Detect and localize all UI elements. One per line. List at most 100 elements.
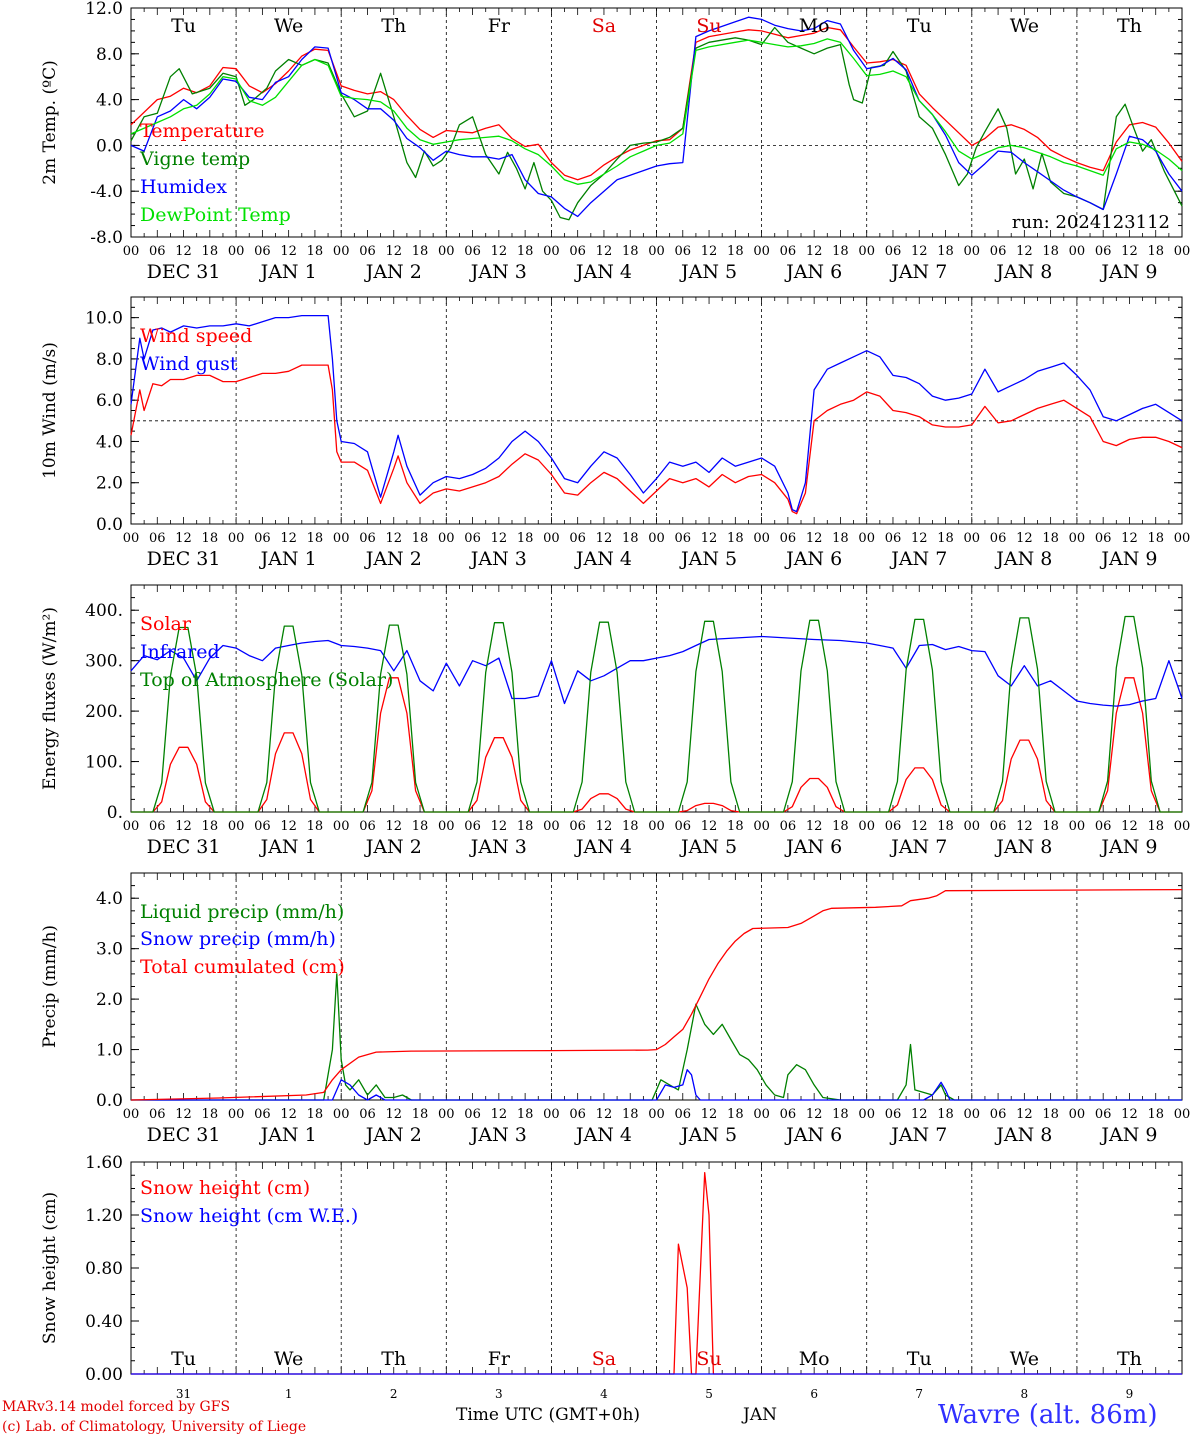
- y-tick-label: 1.60: [85, 1153, 123, 1173]
- y-tick-label: 100.: [85, 753, 123, 773]
- hour-tick-label: 18: [1042, 819, 1059, 834]
- series-liquid-precip-mm-h-: [131, 973, 1182, 1101]
- hour-tick-label: 12: [175, 531, 192, 546]
- series-wind-gust: [130, 314, 1183, 513]
- hour-tick-label: 06: [359, 1107, 376, 1122]
- day-label: JAN 6: [784, 1124, 842, 1146]
- hour-tick-label: 06: [675, 531, 692, 546]
- hour-tick-label: 12: [806, 1107, 823, 1122]
- day-label: JAN 4: [574, 548, 632, 570]
- day-label: JAN 8: [994, 548, 1052, 570]
- y-tick-label: 3.0: [96, 940, 123, 960]
- bottom-day-number: 1: [285, 1387, 293, 1401]
- legend-entry: Liquid precip (mm/h): [140, 901, 344, 923]
- weekday-label: Fr: [488, 1348, 511, 1370]
- hour-tick-label: 12: [385, 819, 402, 834]
- hour-tick-label: 00: [858, 819, 875, 834]
- day-label: JAN 9: [1099, 261, 1157, 283]
- weekday-label: Sa: [592, 1348, 616, 1370]
- hour-tick-label: 12: [280, 244, 297, 259]
- day-label: JAN 2: [364, 1124, 422, 1146]
- hour-tick-label: 18: [937, 1107, 954, 1122]
- day-label: DEC 31: [147, 1124, 221, 1146]
- hour-tick-label: 12: [175, 244, 192, 259]
- bottom-day-number: 5: [705, 1387, 713, 1401]
- y-tick-label: 8.0: [96, 45, 123, 65]
- day-label: JAN 5: [679, 548, 737, 570]
- hour-tick-label: 06: [885, 819, 902, 834]
- hour-tick-label: 18: [727, 531, 744, 546]
- weekday-label: Tu: [907, 1348, 932, 1370]
- hour-tick-label: 18: [1147, 1107, 1164, 1122]
- hour-tick-label: 18: [1042, 1107, 1059, 1122]
- day-label: JAN 8: [994, 1124, 1052, 1146]
- hour-tick-label: 00: [438, 819, 455, 834]
- hour-tick-label: 06: [359, 531, 376, 546]
- hour-tick-label: 18: [1147, 819, 1164, 834]
- day-label: JAN 6: [784, 261, 842, 283]
- hour-tick-label: 12: [491, 1107, 508, 1122]
- bottom-day-number: 8: [1021, 1387, 1029, 1401]
- legend-entry: Total cumulated (cm): [140, 956, 345, 978]
- hour-tick-label: 12: [596, 1107, 613, 1122]
- y-tick-label: 12.0: [85, 0, 123, 19]
- hour-tick-label: 06: [780, 1107, 797, 1122]
- weekday-label: We: [274, 1348, 303, 1370]
- series-infrared: [130, 635, 1183, 707]
- hour-tick-label: 06: [569, 244, 586, 259]
- hour-tick-label: 00: [1069, 244, 1086, 259]
- hour-tick-label: 18: [937, 819, 954, 834]
- hour-tick-label: 06: [149, 1107, 166, 1122]
- y-axis-title: 10m Wind (m/s): [40, 342, 60, 479]
- legend-entry: Wind gust: [140, 353, 238, 375]
- day-label: JAN 8: [994, 836, 1052, 858]
- y-tick-label: 2.0: [96, 474, 123, 494]
- series-humidex: [130, 16, 1183, 218]
- hour-tick-label: 06: [254, 819, 271, 834]
- hour-tick-label: 00: [333, 819, 350, 834]
- weekday-label: We: [1010, 1348, 1039, 1370]
- hour-tick-label: 06: [359, 819, 376, 834]
- hour-tick-label: 18: [832, 531, 849, 546]
- day-label: DEC 31: [147, 836, 221, 858]
- bottom-day-number: 9: [1126, 1387, 1134, 1401]
- hour-tick-label: 06: [885, 531, 902, 546]
- hour-tick-label: 18: [517, 531, 534, 546]
- hour-tick-label: 12: [911, 531, 928, 546]
- hour-tick-label: 12: [806, 531, 823, 546]
- hour-tick-label: 18: [307, 244, 324, 259]
- day-label: JAN 1: [259, 836, 317, 858]
- bottom-day-number: 7: [915, 1387, 923, 1401]
- weekday-label: Su: [696, 15, 721, 37]
- y-tick-label: 0.00: [85, 1365, 123, 1385]
- day-label: JAN 9: [1099, 836, 1157, 858]
- hour-tick-label: 06: [990, 819, 1007, 834]
- series-wind-speed: [130, 364, 1183, 515]
- series-total-cumulated-cm-: [130, 888, 1183, 1101]
- day-label: JAN 7: [889, 1124, 947, 1146]
- hour-tick-label: 06: [569, 531, 586, 546]
- hour-tick-label: 06: [149, 819, 166, 834]
- hour-tick-label: 12: [911, 244, 928, 259]
- bottom-day-number: 2: [390, 1387, 398, 1401]
- y-tick-label: 300.: [85, 652, 123, 672]
- day-label: JAN 8: [994, 261, 1052, 283]
- bottom-day-number: 4: [600, 1387, 608, 1401]
- x-axis-label: Time UTC (GMT+0h): [456, 1405, 641, 1425]
- hour-tick-label: 06: [990, 244, 1007, 259]
- legend-entry: Wind speed: [140, 325, 252, 347]
- hour-tick-label: 00: [543, 1107, 560, 1122]
- hour-tick-label: 12: [596, 819, 613, 834]
- hour-tick-label: 18: [307, 819, 324, 834]
- hour-tick-label: 00: [753, 1107, 770, 1122]
- hour-tick-label: 06: [464, 1107, 481, 1122]
- hour-tick-label: 12: [596, 244, 613, 259]
- hour-tick-label: 00: [123, 531, 140, 546]
- hour-tick-label: 18: [622, 1107, 639, 1122]
- y-tick-label: 200.: [85, 702, 123, 722]
- weekday-label: Fr: [488, 15, 511, 37]
- y-axis-title: Energy fluxes (W/m²): [40, 607, 60, 790]
- hour-tick-label: 18: [517, 819, 534, 834]
- y-tick-label: 1.0: [96, 1041, 123, 1061]
